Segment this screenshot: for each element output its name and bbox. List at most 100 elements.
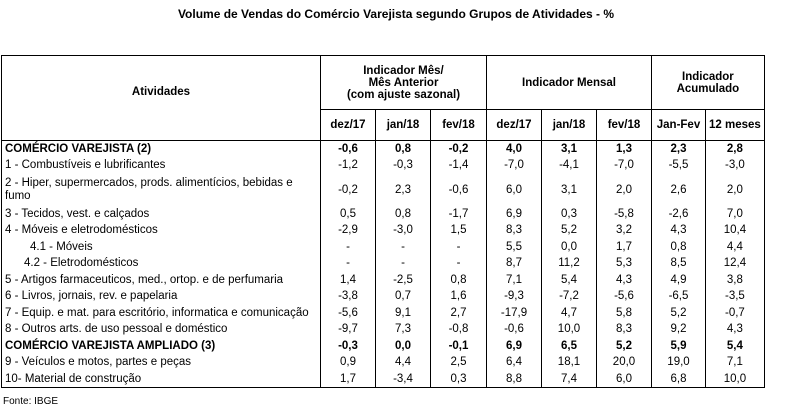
cell-value: -0,7 xyxy=(705,304,765,321)
cell-value: 9,1 xyxy=(375,304,431,321)
cell-value: -0,6 xyxy=(320,140,376,157)
cell-value: 7,0 xyxy=(705,205,765,222)
cell-value: 0,5 xyxy=(320,205,376,222)
cell-value: 1,6 xyxy=(430,288,487,305)
table-row: 4.2 - Eletrodomésticos - - -8,7 11,2 5,3 8,5 12… xyxy=(1,255,765,272)
table-row: 6 - Livros, jornais, rev. e papelaria -3,… xyxy=(1,288,765,305)
cell-value: 8,8 xyxy=(486,370,542,388)
cell-value: -7,2 xyxy=(541,288,597,305)
cell-value: 7,1 xyxy=(705,354,765,371)
cell-value: 2,0 xyxy=(596,173,652,206)
cell-value: 7,1 xyxy=(486,271,542,288)
source-note: Fonte: IBGE xyxy=(3,396,59,407)
cell-value: -0,8 xyxy=(430,321,487,338)
cell-value: 6,5 xyxy=(541,337,597,354)
cell-value: 19,0 xyxy=(651,354,706,371)
cell-value: - xyxy=(320,255,376,272)
cell-value: -0,3 xyxy=(375,157,431,174)
cell-value: 5,8 xyxy=(596,304,652,321)
cell-value: 2,7 xyxy=(430,304,487,321)
cell-value: 5,4 xyxy=(705,337,765,354)
cell-value: 5,3 xyxy=(596,255,652,272)
cell-value: 5,5 xyxy=(486,238,542,255)
cell-value: 3,1 xyxy=(541,173,597,206)
cell-value: -1,2 xyxy=(320,157,376,174)
row-label: 7 - Equip. e mat. para escritório, infor… xyxy=(1,304,321,321)
cell-value: -1,4 xyxy=(430,157,487,174)
cell-value: -0,2 xyxy=(430,140,487,157)
cell-value: -0,3 xyxy=(320,337,376,354)
sales-volume-table: Atividades Indicador Mês/ Mês Anterior (… xyxy=(1,55,765,388)
cell-value: 20,0 xyxy=(596,354,652,371)
cell-value: 2,8 xyxy=(705,140,765,157)
cell-value: - xyxy=(430,238,487,255)
row-label: 8 - Outros arts. de uso pessoal e domést… xyxy=(1,321,321,338)
cell-value: -17,9 xyxy=(486,304,542,321)
cell-value: -9,7 xyxy=(320,321,376,338)
cell-value: 0,8 xyxy=(375,205,431,222)
row-label: 2 - Hiper, supermercados, prods. aliment… xyxy=(1,173,321,206)
cell-value: 5,2 xyxy=(596,337,652,354)
cell-value: -0,6 xyxy=(486,321,542,338)
cell-value: 4,3 xyxy=(705,321,765,338)
table-row: 4.1 - Móveis - - -5,5 0,0 1,7 0,8 4,4 xyxy=(1,238,765,255)
cell-value: 10,4 xyxy=(705,222,765,239)
col-header: dez/17 xyxy=(320,109,376,141)
cell-value: 4,3 xyxy=(596,271,652,288)
row-label: 6 - Livros, jornais, rev. e papelaria xyxy=(1,288,321,305)
cell-value: 7,4 xyxy=(541,370,597,388)
cell-value: -2,5 xyxy=(375,271,431,288)
col-header: fev/18 xyxy=(430,109,487,141)
row-label: 5 - Artigos farmaceuticos, med., ortop. … xyxy=(1,271,321,288)
cell-value: 6,9 xyxy=(486,337,542,354)
table-row: 3 - Tecidos, vest. e calçados 0,5 0,8 -1,7 6… xyxy=(1,205,765,222)
row-label: 4.2 - Eletrodomésticos xyxy=(1,255,321,272)
cell-value: 5,9 xyxy=(651,337,706,354)
cell-value: 2,0 xyxy=(705,173,765,206)
cell-value: 18,1 xyxy=(541,354,597,371)
cell-value: 4,0 xyxy=(486,140,542,157)
cell-value: 0,7 xyxy=(375,288,431,305)
table-row: 4 - Móveis e eletrodomésticos -2,9 -3,0 1,5… xyxy=(1,222,765,239)
header-acumulado-line2: Acumulado xyxy=(676,82,740,95)
header-acumulado-line1: Indicador xyxy=(682,70,734,83)
cell-value: 8,5 xyxy=(651,255,706,272)
table-row: 7 - Equip. e mat. para escritório, infor… xyxy=(1,304,765,321)
cell-value: 0,8 xyxy=(375,140,431,157)
cell-value: 0,3 xyxy=(430,370,487,388)
cell-value: -5,6 xyxy=(320,304,376,321)
cell-value: 0,0 xyxy=(541,238,597,255)
cell-value: -2,9 xyxy=(320,222,376,239)
cell-value: -6,5 xyxy=(651,288,706,305)
cell-value: 8,3 xyxy=(486,222,542,239)
cell-value: -7,0 xyxy=(486,157,542,174)
col-header: dez/17 xyxy=(486,109,542,141)
table-row: 9 - Veículos e motos, partes e peças 0,9 4… xyxy=(1,354,765,371)
cell-value: 1,4 xyxy=(320,271,376,288)
table-row: 2 - Hiper, supermercados, prods. aliment… xyxy=(1,173,765,206)
header-mes-anterior-line3: (com ajuste sazonal) xyxy=(346,88,461,101)
cell-value: 2,5 xyxy=(430,354,487,371)
header-mes-anterior-line1: Indicador Mês/ xyxy=(363,64,444,77)
cell-value: 2,6 xyxy=(651,173,706,206)
cell-value: 0,3 xyxy=(541,205,597,222)
cell-value: 4,4 xyxy=(705,238,765,255)
cell-value: -2,6 xyxy=(651,205,706,222)
cell-value: -5,6 xyxy=(596,288,652,305)
row-label: 3 - Tecidos, vest. e calçados xyxy=(1,205,321,222)
cell-value: 10,0 xyxy=(541,321,597,338)
cell-value: - xyxy=(430,255,487,272)
table-title: Volume de Vendas do Comércio Varejista s… xyxy=(177,7,615,21)
header-indicador-acumulado: Indicador Acumulado xyxy=(651,55,765,110)
cell-value: 6,4 xyxy=(486,354,542,371)
cell-value: -3,8 xyxy=(320,288,376,305)
col-header: 12 meses xyxy=(705,109,765,141)
table-row: 5 - Artigos farmaceuticos, med., ortop. … xyxy=(1,271,765,288)
cell-value: 5,2 xyxy=(651,304,706,321)
cell-value: 4,9 xyxy=(651,271,706,288)
cell-value: -0,6 xyxy=(430,173,487,206)
table-row: 10- Material de construção 1,7 -3,4 0,3 8,8 7… xyxy=(1,370,765,388)
header-atividades: Atividades xyxy=(1,55,321,141)
cell-value: 3,1 xyxy=(541,140,597,157)
cell-value: 10,0 xyxy=(705,370,765,388)
